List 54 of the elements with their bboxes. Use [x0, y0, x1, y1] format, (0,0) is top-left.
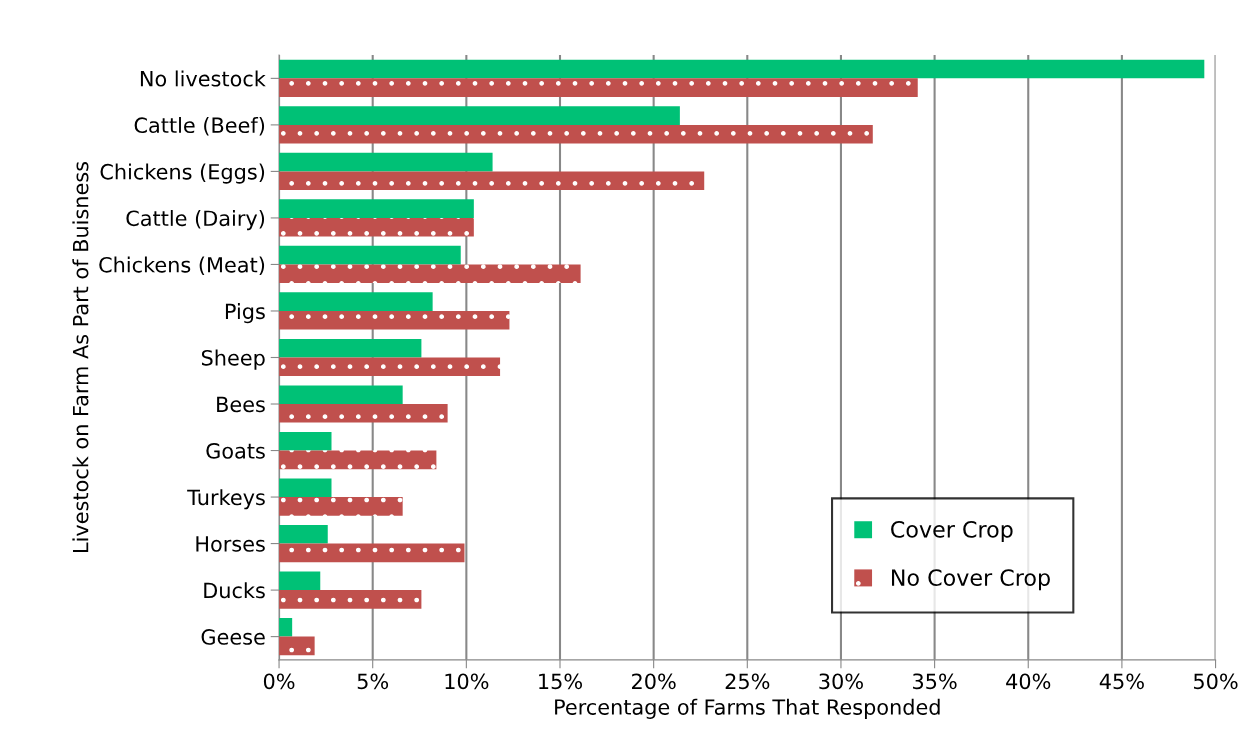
bar	[279, 310, 510, 330]
bar	[279, 264, 581, 284]
y-tick-label: Cattle (Beef)	[134, 116, 265, 136]
bar	[279, 385, 403, 405]
legend-label: No Cover Crop	[892, 569, 1050, 591]
x-tick-label: 5%	[357, 673, 389, 690]
y-tick-label: Chickens (Eggs)	[100, 163, 265, 184]
bar	[279, 106, 680, 125]
bar	[279, 404, 448, 423]
y-tick-label: Sheep	[201, 349, 265, 370]
x-tick-label: 15%	[539, 673, 583, 690]
x-tick-label: 25%	[725, 673, 770, 690]
x-tick-label: 50%	[1194, 673, 1238, 690]
x-axis-title: Percentage of Farms That Responded	[555, 698, 940, 719]
y-tick-label: Cattle (Dairy)	[126, 210, 265, 231]
y-tick-label: No livestock	[140, 70, 266, 87]
bar	[279, 199, 474, 218]
x-tick-label: 45%	[1099, 673, 1144, 690]
x-tick-label: 10%	[445, 673, 489, 690]
y-axis-title: Livestock on Farm As Part of Buisness	[72, 161, 89, 552]
y-tick-label: Goats	[206, 442, 265, 459]
bar	[279, 78, 918, 97]
y-tick-label: Chickens (Meat)	[99, 256, 265, 276]
x-tick-label: 0%	[263, 673, 295, 690]
bar	[279, 524, 328, 544]
bar	[279, 152, 493, 172]
x-tick-label: 30%	[819, 673, 863, 690]
bar	[279, 357, 501, 377]
bar	[279, 338, 422, 358]
bar	[279, 245, 461, 265]
x-tick-label: 40%	[1006, 673, 1051, 690]
y-tick-label: Pigs	[225, 303, 265, 324]
x-tick-label: 20%	[632, 673, 676, 690]
bar	[279, 571, 321, 591]
bar	[279, 124, 873, 144]
bar	[279, 590, 422, 609]
bar	[279, 497, 403, 516]
legend-label: Cover Crop	[891, 520, 1013, 543]
y-tick-label: Ducks	[204, 582, 265, 599]
bar	[279, 478, 332, 498]
y-tick-label: Geese	[201, 629, 265, 645]
bar	[279, 431, 332, 451]
bar	[279, 292, 433, 311]
bar	[279, 618, 293, 637]
x-tick-label: 35%	[913, 673, 957, 690]
y-tick-label: Bees	[217, 396, 265, 413]
bar	[279, 171, 705, 191]
y-tick-label: Horses	[196, 536, 265, 552]
y-tick-label: Turkeys	[187, 489, 265, 510]
bar	[279, 59, 1205, 79]
bar	[279, 543, 465, 563]
bar	[279, 217, 474, 237]
bar	[279, 450, 437, 470]
bar	[279, 636, 315, 656]
